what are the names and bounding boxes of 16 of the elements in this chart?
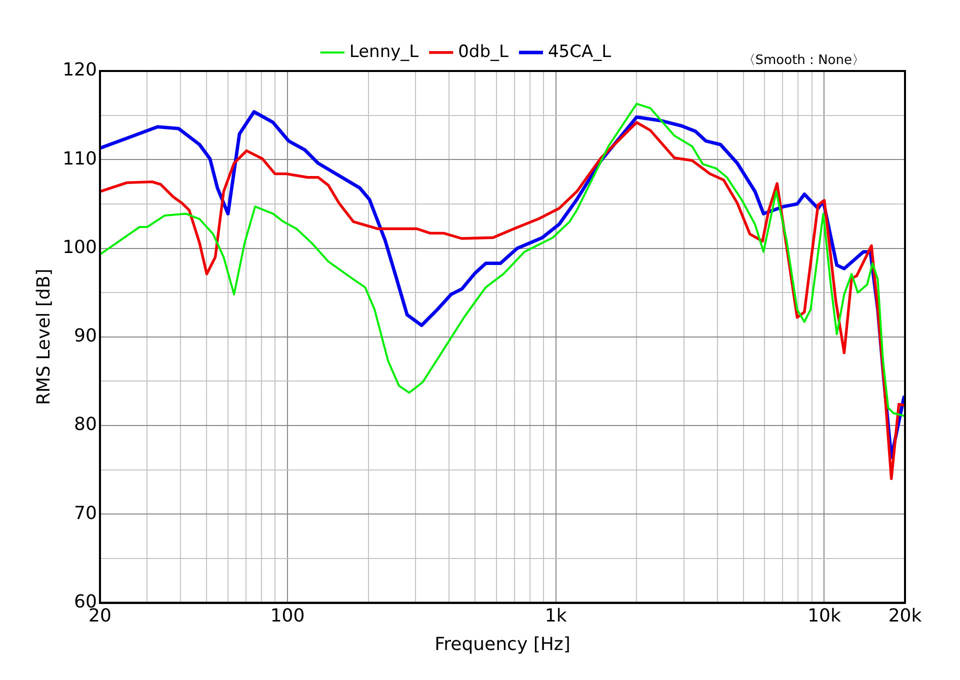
y-axis-title: RMS Level [dB] (33, 268, 54, 406)
y-tick-label: 110 (62, 148, 97, 170)
y-tick-label: 70 (74, 502, 97, 524)
legend-label: 0db_L (458, 42, 510, 62)
x-tick-label: 1k (544, 605, 568, 626)
legend-label: 45CA_L (548, 42, 612, 62)
x-tick-label: 100 (270, 605, 305, 626)
x-axis-title: Frequency [Hz] (434, 634, 570, 655)
y-tick-label: 120 (62, 60, 97, 81)
y-tick-label: 100 (62, 236, 97, 258)
y-tick-label: 90 (74, 326, 97, 347)
y-tick-label: 80 (74, 414, 97, 436)
x-tick-label: 10k (808, 605, 842, 626)
legend-label: Lenny_L (349, 42, 420, 62)
x-tick-label: 20k (888, 605, 922, 626)
text: 〈Smooth : None〉 (742, 52, 865, 68)
